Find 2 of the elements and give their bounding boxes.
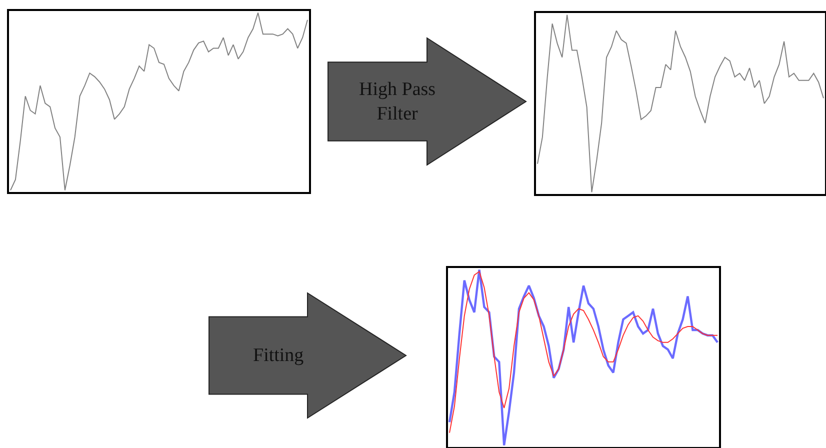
text: Fitting [253,345,304,366]
text: High Pass Filter [359,79,436,125]
